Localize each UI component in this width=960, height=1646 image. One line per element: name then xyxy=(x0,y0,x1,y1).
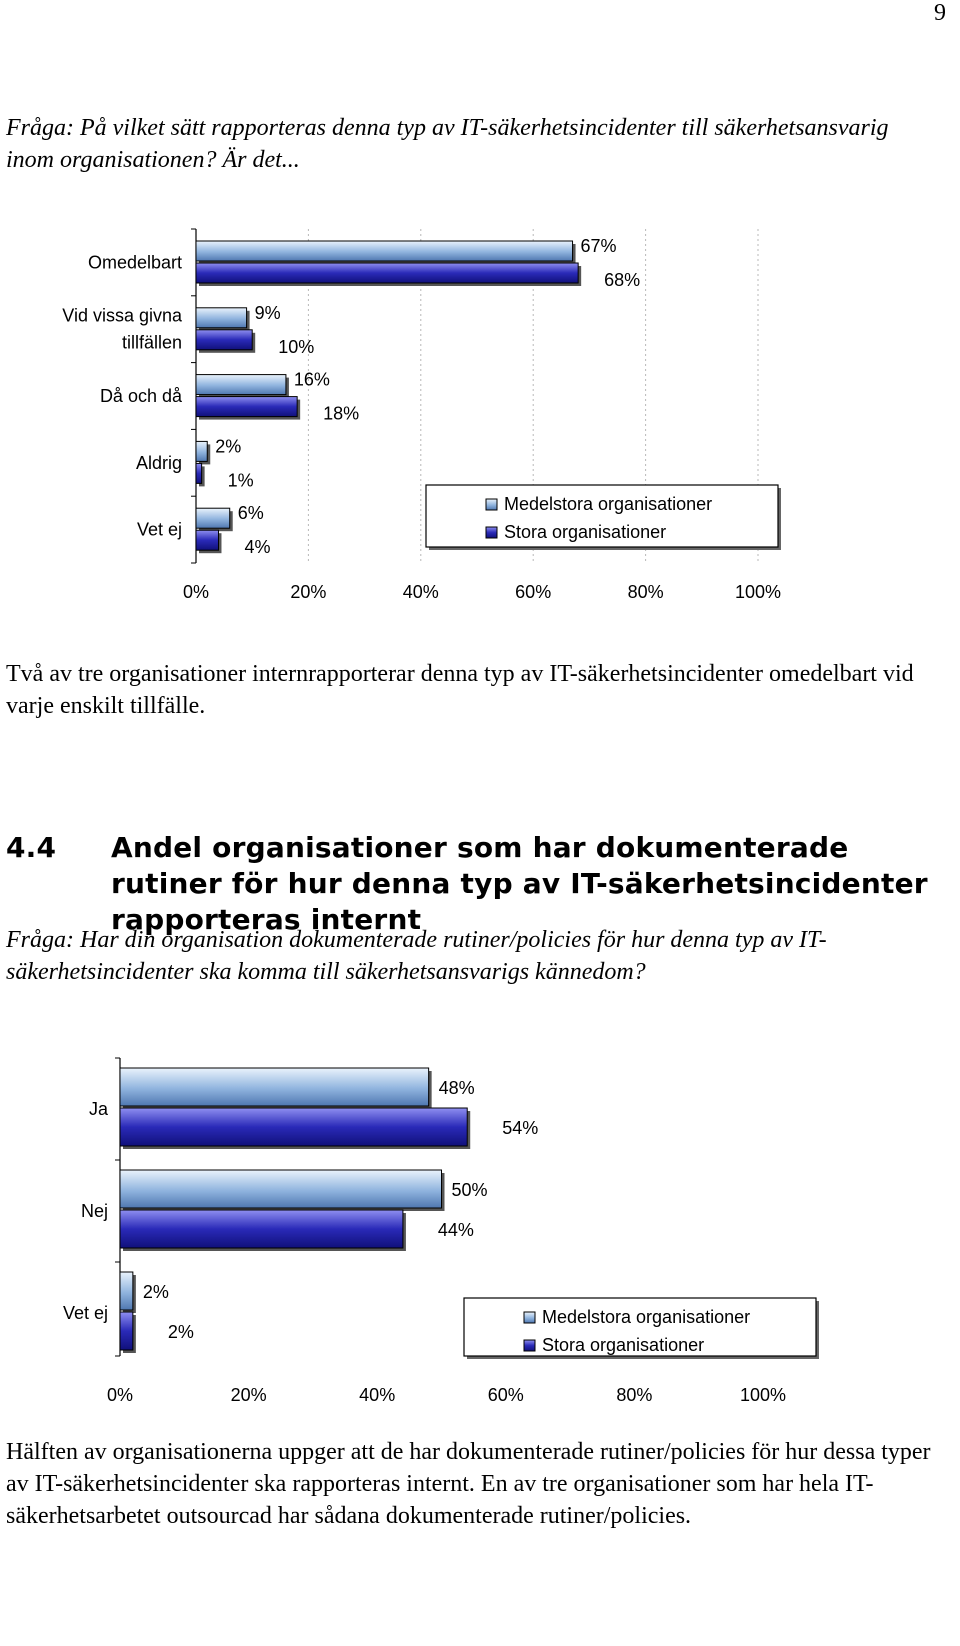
data-label-medelstora-nej: 50% xyxy=(452,1180,488,1200)
category-label-vet-ej: Vet ej xyxy=(137,520,182,540)
legend-swatch-stora xyxy=(485,526,498,539)
x-tick-label: 0% xyxy=(183,582,209,602)
legend-swatch-medelstora xyxy=(523,1311,536,1324)
legend-label-stora: Stora organisationer xyxy=(542,1335,704,1355)
section-number: 4.4 xyxy=(6,831,57,864)
bar-medelstora-d-och-d- xyxy=(195,374,287,396)
question-2: Fråga: Har din organisation dokumenterad… xyxy=(6,927,827,985)
bar-stora-nej xyxy=(119,1209,404,1249)
category-label-vet-ej: Vet ej xyxy=(63,1303,108,1323)
x-tick-label: 80% xyxy=(616,1385,652,1405)
data-label-stora-vet-ej: 2% xyxy=(168,1322,194,1342)
bar-stora-aldrig xyxy=(195,462,203,484)
page-number: 9 xyxy=(934,0,946,26)
x-tick-label: 40% xyxy=(403,582,439,602)
category-label-nej: Nej xyxy=(81,1201,108,1221)
bar-stora-vet-ej xyxy=(195,529,219,551)
bar-medelstora-omedelbart xyxy=(195,240,574,262)
bar-stora-vid-vissa-givna-tillf-llen xyxy=(195,329,253,351)
x-tick-label: 60% xyxy=(515,582,551,602)
category-label-ja: Ja xyxy=(89,1099,109,1119)
bar-medelstora-vet-ej xyxy=(195,507,231,529)
legend-label-medelstora: Medelstora organisationer xyxy=(504,494,712,514)
legend-swatch-medelstora xyxy=(485,498,498,511)
legend-box xyxy=(463,1297,817,1357)
x-tick-label: 20% xyxy=(231,1385,267,1405)
legend-label-stora: Stora organisationer xyxy=(504,522,666,542)
legend-box xyxy=(425,484,779,548)
paragraph-2: Hälften av organisationerna uppger att d… xyxy=(6,1439,931,1529)
x-tick-label: 60% xyxy=(488,1385,524,1405)
bar-medelstora-ja xyxy=(119,1067,430,1107)
data-label-medelstora-ja: 48% xyxy=(439,1078,475,1098)
data-label-medelstora-aldrig: 2% xyxy=(215,436,241,456)
x-tick-label: 20% xyxy=(290,582,326,602)
bar-stora-d-och-d- xyxy=(195,396,298,418)
legend-swatch-stora xyxy=(523,1339,536,1352)
bar-medelstora-aldrig xyxy=(195,440,208,462)
data-label-medelstora-d-och-d-: 16% xyxy=(294,370,330,390)
data-label-stora-omedelbart: 68% xyxy=(604,270,640,290)
section-title: Andel organisationer som har dokumentera… xyxy=(111,831,928,936)
question-1: Fråga: På vilket sätt rapporteras denna … xyxy=(6,115,889,173)
category-label-omedelbart: Omedelbart xyxy=(88,252,182,272)
category-label-aldrig: Aldrig xyxy=(136,453,182,473)
chart-reporting-method: Omedelbart Vid vissa givna tillfällen Då oc… xyxy=(62,228,781,602)
data-label-stora-vet-ej: 4% xyxy=(244,537,270,557)
x-tick-label: 40% xyxy=(359,1385,395,1405)
bar-stora-vet-ej xyxy=(119,1311,134,1351)
paragraph-1: Två av tre organisationer internrapporte… xyxy=(6,661,914,719)
x-tick-label: 0% xyxy=(107,1385,133,1405)
x-tick-label: 100% xyxy=(735,582,781,602)
bar-medelstora-nej xyxy=(119,1169,442,1209)
x-tick-label: 100% xyxy=(740,1385,786,1405)
bar-stora-ja xyxy=(119,1107,468,1147)
chart-documented-routines: Ja Nej Vet ej 48% 50% 2% 54% 44% 2% 0% 20% 40% 60% 80… xyxy=(63,1057,819,1405)
data-label-stora-ja: 54% xyxy=(502,1118,538,1138)
data-label-medelstora-vid-vissa-givna-tillf-llen: 9% xyxy=(255,303,281,323)
category-label-d-och-d-: Då och då xyxy=(100,386,183,406)
data-label-stora-aldrig: 1% xyxy=(228,470,254,490)
bar-medelstora-vid-vissa-givna-tillf-llen xyxy=(195,307,248,329)
data-label-medelstora-vet-ej: 6% xyxy=(238,503,264,523)
data-label-medelstora-omedelbart: 67% xyxy=(581,236,617,256)
data-label-stora-d-och-d-: 18% xyxy=(323,404,359,424)
legend-label-medelstora: Medelstora organisationer xyxy=(542,1307,750,1327)
data-label-medelstora-vet-ej: 2% xyxy=(143,1282,169,1302)
category-label-vid-vissa-givna-tillf-llen: Vid vissa givna xyxy=(62,306,183,326)
category-label-vid-vissa-givna-tillf-llen: tillfällen xyxy=(122,333,182,353)
x-tick-label: 80% xyxy=(628,582,664,602)
data-label-stora-nej: 44% xyxy=(438,1220,474,1240)
bar-stora-omedelbart xyxy=(195,262,579,284)
data-label-stora-vid-vissa-givna-tillf-llen: 10% xyxy=(278,337,314,357)
bar-medelstora-vet-ej xyxy=(119,1271,134,1311)
